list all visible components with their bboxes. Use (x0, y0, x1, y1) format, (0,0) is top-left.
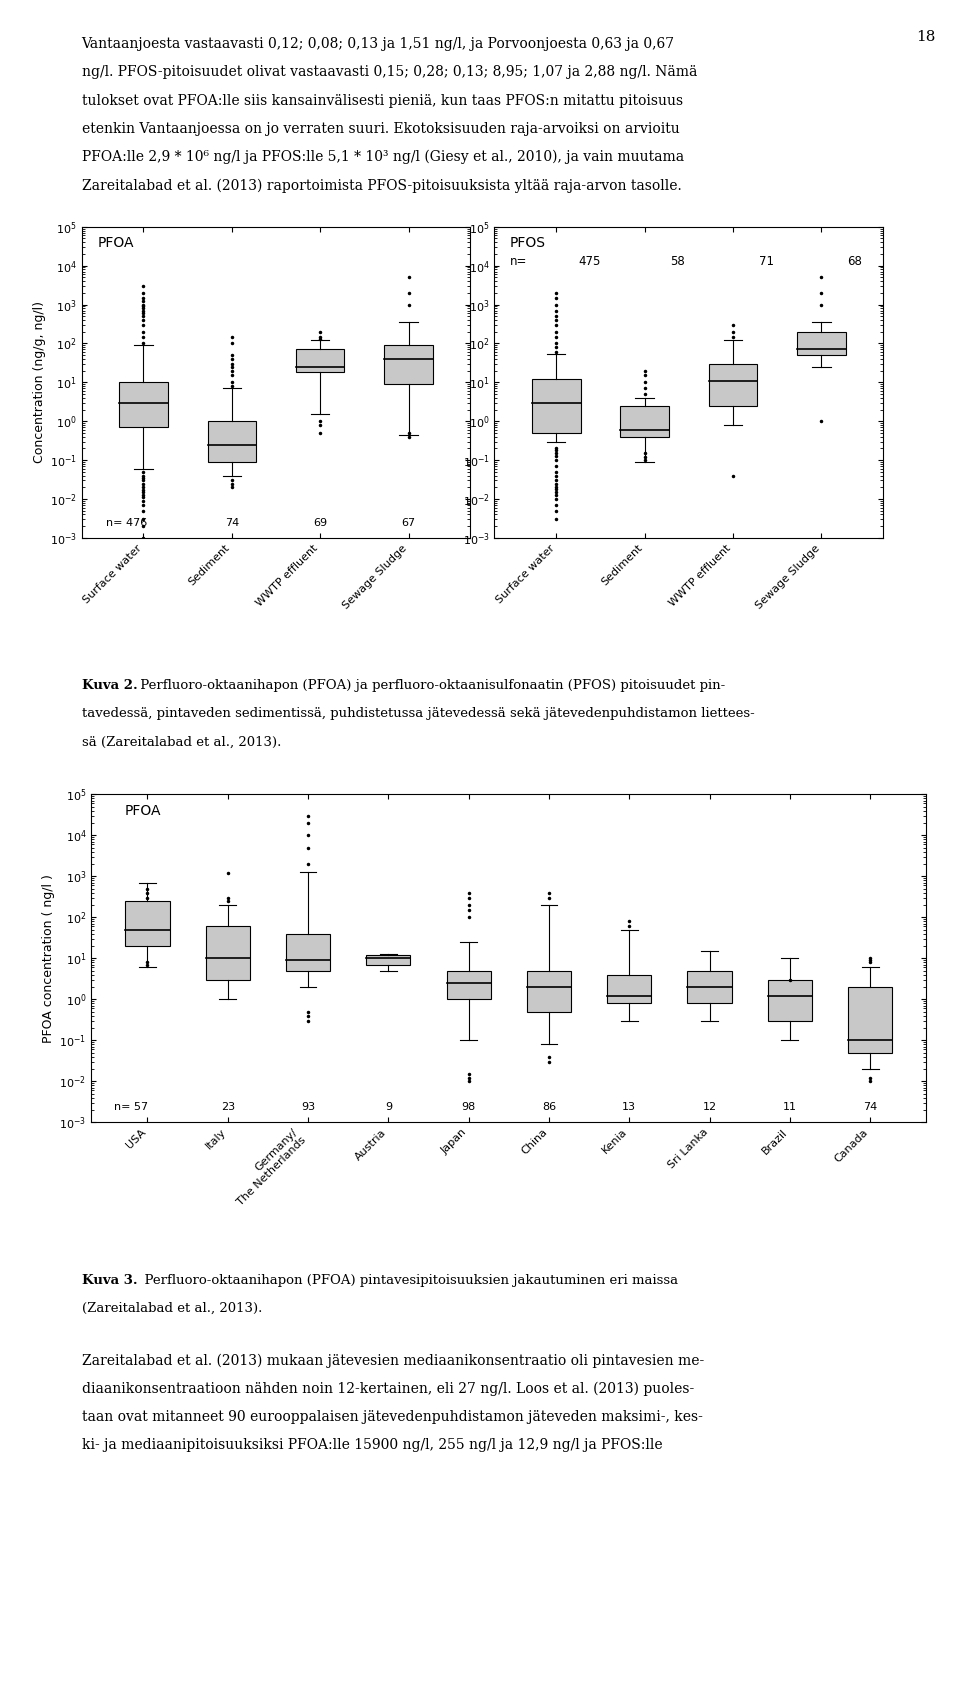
Polygon shape (797, 331, 846, 355)
Text: ng/l. PFOS-pitoisuudet olivat vastaavasti 0,15; 0,28; 0,13; 8,95; 1,07 ja 2,88 n: ng/l. PFOS-pitoisuudet olivat vastaavast… (82, 66, 697, 79)
Text: Zareitalabad et al. (2013) mukaan jätevesien mediaanikonsentraatio oli pintavesi: Zareitalabad et al. (2013) mukaan jäteve… (82, 1354, 704, 1367)
Text: Vantaanjoesta vastaavasti 0,12; 0,08; 0,13 ja 1,51 ng/l, ja Porvoonjoesta 0,63 j: Vantaanjoesta vastaavasti 0,12; 0,08; 0,… (82, 37, 675, 50)
Y-axis label: Concentration (ng/g, ng/l): Concentration (ng/g, ng/l) (33, 301, 45, 463)
Text: Kuva 2.: Kuva 2. (82, 680, 137, 693)
Polygon shape (687, 971, 732, 1002)
Text: 9: 9 (385, 1102, 392, 1112)
Text: 475: 475 (578, 254, 601, 267)
Polygon shape (446, 971, 491, 999)
Text: Perfluoro-oktaanihapon (PFOA) pintavesipitoisuuksien jakautuminen eri maissa: Perfluoro-oktaanihapon (PFOA) pintavesip… (136, 1273, 679, 1287)
Polygon shape (607, 974, 651, 1002)
Polygon shape (532, 378, 581, 432)
Polygon shape (620, 405, 669, 437)
Text: n=: n= (510, 254, 527, 267)
Text: 58: 58 (670, 254, 685, 267)
Text: 23: 23 (221, 1102, 235, 1112)
Text: 93: 93 (301, 1102, 315, 1112)
Text: PFOA:lle 2,9 * 10⁶ ng/l ja PFOS:lle 5,1 * 10³ ng/l (Giesy et al., 2010), ja vain: PFOA:lle 2,9 * 10⁶ ng/l ja PFOS:lle 5,1 … (82, 150, 684, 165)
Text: 68: 68 (847, 254, 862, 267)
Text: 74: 74 (863, 1102, 877, 1112)
Text: 86: 86 (541, 1102, 556, 1112)
Text: n= 476: n= 476 (107, 518, 148, 528)
Text: diaanikonsentraatioon nähden noin 12-kertainen, eli 27 ng/l. Loos et al. (2013) : diaanikonsentraatioon nähden noin 12-ker… (82, 1383, 694, 1396)
Polygon shape (126, 902, 170, 945)
Polygon shape (367, 955, 411, 964)
Polygon shape (708, 363, 757, 405)
Polygon shape (848, 987, 892, 1053)
Polygon shape (205, 927, 250, 979)
Text: Perfluoro-oktaanihapon (PFOA) ja perfluoro-oktaanisulfonaatin (PFOS) pitoisuudet: Perfluoro-oktaanihapon (PFOA) ja perfluo… (136, 680, 726, 693)
Text: Zareitalabad et al. (2013) raportoimista PFOS-pitoisuuksista yltää raja-arvon ta: Zareitalabad et al. (2013) raportoimista… (82, 178, 682, 193)
Polygon shape (207, 420, 256, 463)
Text: ki- ja mediaanipitoisuuksiksi PFOA:lle 15900 ng/l, 255 ng/l ja 12,9 ng/l ja PFOS: ki- ja mediaanipitoisuuksiksi PFOA:lle 1… (82, 1438, 662, 1453)
Text: taan ovat mitanneet 90 eurooppalaisen jätevedenpuhdistamon jäteveden maksimi-, k: taan ovat mitanneet 90 eurooppalaisen jä… (82, 1410, 703, 1425)
Text: 18: 18 (917, 30, 936, 44)
Text: PFOA: PFOA (97, 235, 133, 251)
Text: n= 57: n= 57 (113, 1102, 148, 1112)
Text: Kuva 3.: Kuva 3. (82, 1273, 137, 1287)
Text: sä (Zareitalabad et al., 2013).: sä (Zareitalabad et al., 2013). (82, 735, 281, 748)
Polygon shape (527, 971, 571, 1011)
Text: PFOA: PFOA (125, 804, 161, 817)
Text: (Zareitalabad et al., 2013).: (Zareitalabad et al., 2013). (82, 1302, 262, 1315)
Text: tulokset ovat PFOA:lle siis kansainvälisesti pieniä, kun taas PFOS:n mitattu pit: tulokset ovat PFOA:lle siis kansainvälis… (82, 94, 683, 108)
Text: 11: 11 (782, 1102, 797, 1112)
Text: 74: 74 (225, 518, 239, 528)
Text: etenkin Vantaanjoessa on jo verraten suuri. Ekotoksisuuden raja-arvoiksi on arvi: etenkin Vantaanjoessa on jo verraten suu… (82, 121, 680, 136)
Polygon shape (119, 382, 168, 427)
Text: 71: 71 (758, 254, 774, 267)
Text: 12: 12 (703, 1102, 716, 1112)
Text: PFOS: PFOS (510, 235, 546, 251)
Polygon shape (768, 979, 812, 1021)
Polygon shape (296, 350, 345, 372)
Polygon shape (384, 345, 433, 383)
Y-axis label: PFOA concentration ( ng/l ): PFOA concentration ( ng/l ) (42, 873, 55, 1043)
Text: 69: 69 (313, 518, 327, 528)
Text: 13: 13 (622, 1102, 636, 1112)
Polygon shape (286, 934, 330, 971)
Text: 67: 67 (401, 518, 416, 528)
Text: tavedessä, pintaveden sedimentissä, puhdistetussa jätevedessä sekä jätevedenpuhd: tavedessä, pintaveden sedimentissä, puhd… (82, 708, 755, 720)
Text: 98: 98 (462, 1102, 476, 1112)
